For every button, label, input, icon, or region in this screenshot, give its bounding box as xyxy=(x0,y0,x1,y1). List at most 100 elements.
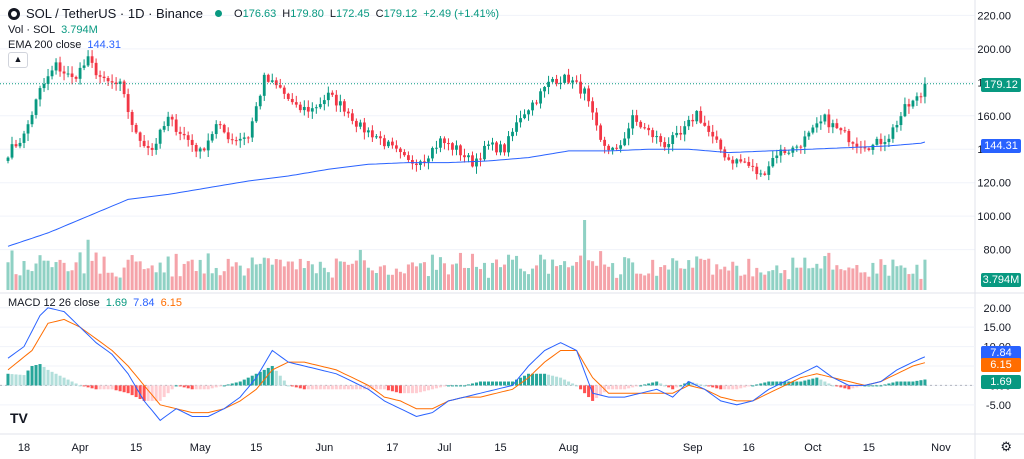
volume-bar xyxy=(631,262,635,290)
macd-histogram-bar xyxy=(26,370,30,386)
macd-legend[interactable]: MACD 12 26 close 1.69 7.84 6.15 xyxy=(8,297,182,309)
candle-body xyxy=(919,96,923,98)
candle-body xyxy=(110,81,114,83)
candle-body xyxy=(923,83,927,97)
volume-bar xyxy=(899,265,903,290)
macd-histogram-bar xyxy=(374,385,378,390)
candle-body xyxy=(266,74,270,82)
candle-body xyxy=(178,131,182,134)
macd-histogram-bar xyxy=(803,380,807,386)
macd-histogram-bar xyxy=(154,385,158,401)
candle-body xyxy=(54,62,58,71)
macd-histogram-bar xyxy=(847,385,851,390)
volume-bar xyxy=(482,262,487,290)
volume-bar xyxy=(382,265,386,290)
candle-body xyxy=(162,126,166,130)
candle-body xyxy=(803,136,807,147)
candle-body xyxy=(122,81,126,95)
macd-histogram-bar xyxy=(258,371,262,386)
volume-bar xyxy=(450,264,454,290)
candle-body xyxy=(811,127,815,133)
candle-body xyxy=(731,159,735,164)
volume-bar xyxy=(647,273,651,290)
macd-histogram-bar xyxy=(759,383,763,386)
volume-bar xyxy=(559,265,563,290)
volume-bar xyxy=(278,259,282,290)
macd-histogram-bar xyxy=(743,385,747,388)
volume-bar xyxy=(519,268,523,290)
volume-bar xyxy=(759,272,763,290)
time-axis-tick-label: Jul xyxy=(437,442,451,454)
candle-body xyxy=(515,122,518,132)
candle-body xyxy=(6,157,10,161)
macd-legend-line: 7.84 xyxy=(133,297,155,309)
candle-body xyxy=(154,143,158,150)
candle-body xyxy=(667,144,671,148)
macd-histogram-bar xyxy=(134,385,138,398)
volume-bar xyxy=(871,262,875,290)
macd-histogram-bar xyxy=(755,384,759,386)
volume-bar xyxy=(138,261,142,290)
tradingview-logo[interactable]: TV xyxy=(10,410,28,426)
candle-body xyxy=(459,145,462,156)
macd-hist-tag: 1.69 xyxy=(981,375,1021,389)
volume-bar xyxy=(859,272,863,290)
macd-histogram-bar xyxy=(158,385,162,401)
candle-body xyxy=(559,82,562,84)
volume-legend[interactable]: Vol · SOL 3.794M xyxy=(8,24,98,36)
candle-body xyxy=(463,155,466,158)
macd-histogram-bar xyxy=(831,385,835,387)
time-axis-tick-label: 15 xyxy=(250,442,262,454)
macd-histogram-bar xyxy=(410,385,414,394)
volume-bar xyxy=(354,260,358,290)
candle-body xyxy=(727,157,731,160)
volume-bar xyxy=(462,267,466,290)
candle-body xyxy=(250,121,254,138)
volume-bar xyxy=(270,264,274,290)
candle-body xyxy=(643,127,647,129)
macd-histogram-bar xyxy=(655,381,659,386)
macd-histogram-bar xyxy=(631,385,635,388)
macd-histogram-bar xyxy=(795,381,799,386)
macd-histogram-bar xyxy=(190,385,194,390)
candle-body xyxy=(603,139,607,146)
volume-bar xyxy=(74,262,78,290)
candle-body xyxy=(547,81,550,87)
volume-bar xyxy=(302,268,306,290)
candle-body xyxy=(903,104,907,117)
macd-histogram-bar xyxy=(142,385,146,401)
macd-histogram-bar xyxy=(322,385,326,390)
candle-body xyxy=(230,139,234,141)
candle-body xyxy=(386,141,390,147)
macd-histogram-bar xyxy=(539,373,543,386)
ema-legend[interactable]: EMA 200 close 144.31 xyxy=(8,39,122,51)
collapse-legend-button[interactable]: ▲ xyxy=(8,52,28,68)
volume-bar xyxy=(186,261,190,290)
volume-bar xyxy=(619,274,623,290)
candle-body xyxy=(851,142,855,144)
price-change: +2.49 (+1.41%) xyxy=(423,7,500,20)
macd-histogram-bar xyxy=(551,375,555,386)
time-axis-tick-label: 15 xyxy=(863,442,875,454)
volume-bar xyxy=(118,277,122,290)
volume-bar xyxy=(366,267,370,290)
candle-body xyxy=(631,115,635,129)
macd-histogram-bar xyxy=(230,383,234,386)
macd-histogram-bar xyxy=(679,385,683,387)
volume-bar xyxy=(651,259,655,290)
candle-body xyxy=(479,158,482,160)
candle-body xyxy=(314,107,318,109)
macd-histogram-bar xyxy=(879,385,883,387)
macd-histogram-bar xyxy=(751,385,755,387)
macd-histogram-bar xyxy=(398,385,402,394)
candle-body xyxy=(819,121,823,124)
macd-histogram-bar xyxy=(138,385,142,399)
macd-histogram-bar xyxy=(599,385,603,396)
volume-bar xyxy=(591,261,595,290)
symbol-title[interactable]: SOL / TetherUS · 1D · Binance xyxy=(26,6,204,21)
macd-histogram-bar xyxy=(182,385,186,388)
volume-bar xyxy=(719,269,723,290)
candle-body xyxy=(326,92,330,101)
gear-icon[interactable]: ⚙ xyxy=(1000,439,1012,454)
